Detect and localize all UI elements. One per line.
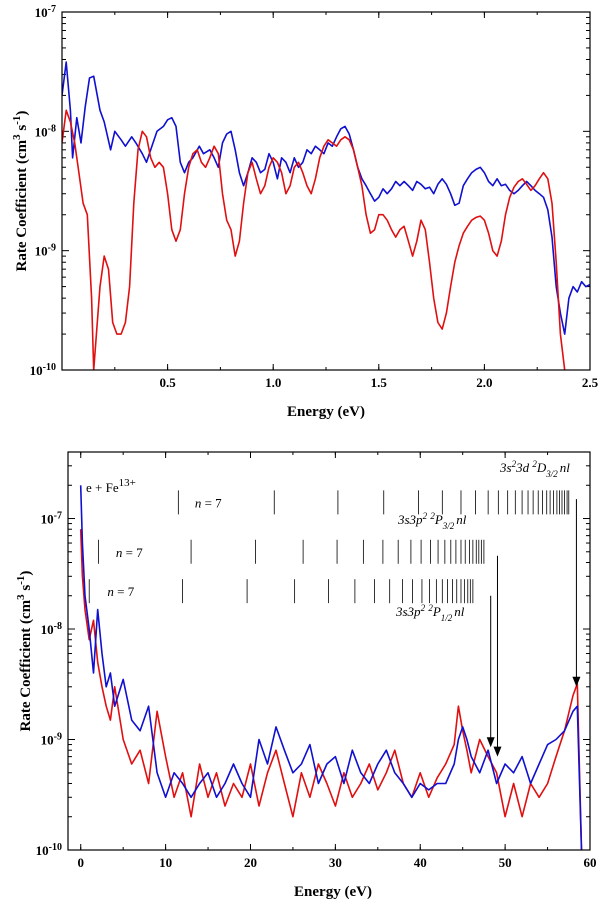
bottom-y-tick-label: 10-9 (41, 731, 62, 748)
bottom-y-tick-label: 10-10 (36, 842, 62, 859)
limit-arrow-head (486, 737, 495, 748)
bottom-plot-frame (67, 451, 591, 851)
top-series-blue-line (62, 61, 590, 335)
top-x-ticks: 0.5 1.0 1.5 2.0 2.5 (61, 12, 599, 390)
bottom-y-tick-label: 10-7 (41, 510, 62, 527)
bottom-series-blue-line (79, 485, 583, 850)
top-y-tick-label: 10-10 (30, 362, 56, 379)
top-y-tick-label: 10-8 (35, 123, 56, 140)
top-plot-frame (61, 11, 591, 371)
top-x-tick-label: 2.5 (582, 375, 599, 390)
bottom-y-tick-label: 10-8 (41, 621, 62, 638)
top-y-ticks: 10-10 10-9 10-8 10-7 (30, 4, 590, 379)
series-label-3d: 3s23d 2D3/2 nl (499, 459, 570, 479)
top-x-tick-label: 2.0 (476, 375, 492, 390)
rydberg-series-markers: n = 7 n = 7 n = 7 (88, 490, 570, 604)
series-label-2p32: 3s3p2 2P3/2 nl (397, 511, 467, 531)
top-x-tick-label: 1.0 (265, 375, 281, 390)
series-n-label: n = 7 (107, 584, 134, 599)
top-x-axis-title: Energy (eV) (287, 404, 365, 420)
top-y-tick-label: 10-9 (35, 242, 56, 259)
bottom-x-tick-label: 30 (329, 855, 342, 870)
series-n-label: n = 7 (116, 545, 143, 560)
series-label-2p12: 3s3p2 2P1/2 nl (395, 603, 465, 623)
bottom-x-tick-label: 40 (414, 855, 427, 870)
top-y-tick-label: 10-7 (35, 4, 56, 21)
limit-arrow-head (493, 746, 502, 757)
bottom-x-tick-label: 50 (499, 855, 512, 870)
top-series-red-line (62, 109, 566, 370)
bottom-x-tick-label: 0 (77, 855, 84, 870)
series-n-label: n = 7 (195, 495, 222, 510)
limit-arrow-head (572, 676, 581, 687)
ion-label: e + Fe13+ (86, 477, 136, 495)
bottom-x-ticks: 0 10 20 30 40 50 60 (77, 452, 597, 870)
bottom-x-axis-title: Energy (eV) (294, 884, 372, 900)
bottom-y-axis-title: Rate Coefficient (cm3 s-1) (15, 571, 34, 732)
bottom-series-red-line (79, 529, 583, 850)
top-x-tick-label: 0.5 (159, 375, 176, 390)
bottom-y-ticks: 10-10 10-9 10-8 10-7 (36, 465, 590, 859)
bottom-x-tick-label: 60 (584, 855, 597, 870)
bottom-x-tick-label: 10 (159, 855, 172, 870)
top-y-axis-title: Rate Coefficient (cm3 s-1) (11, 111, 30, 272)
top-chart: 0.5 1.0 1.5 2.0 2.5 10-10 10-9 10-8 10-7 Energy… (11, 4, 599, 421)
series-limit-arrows (486, 499, 581, 757)
bottom-x-tick-label: 20 (244, 855, 257, 870)
top-x-tick-label: 1.5 (371, 375, 388, 390)
